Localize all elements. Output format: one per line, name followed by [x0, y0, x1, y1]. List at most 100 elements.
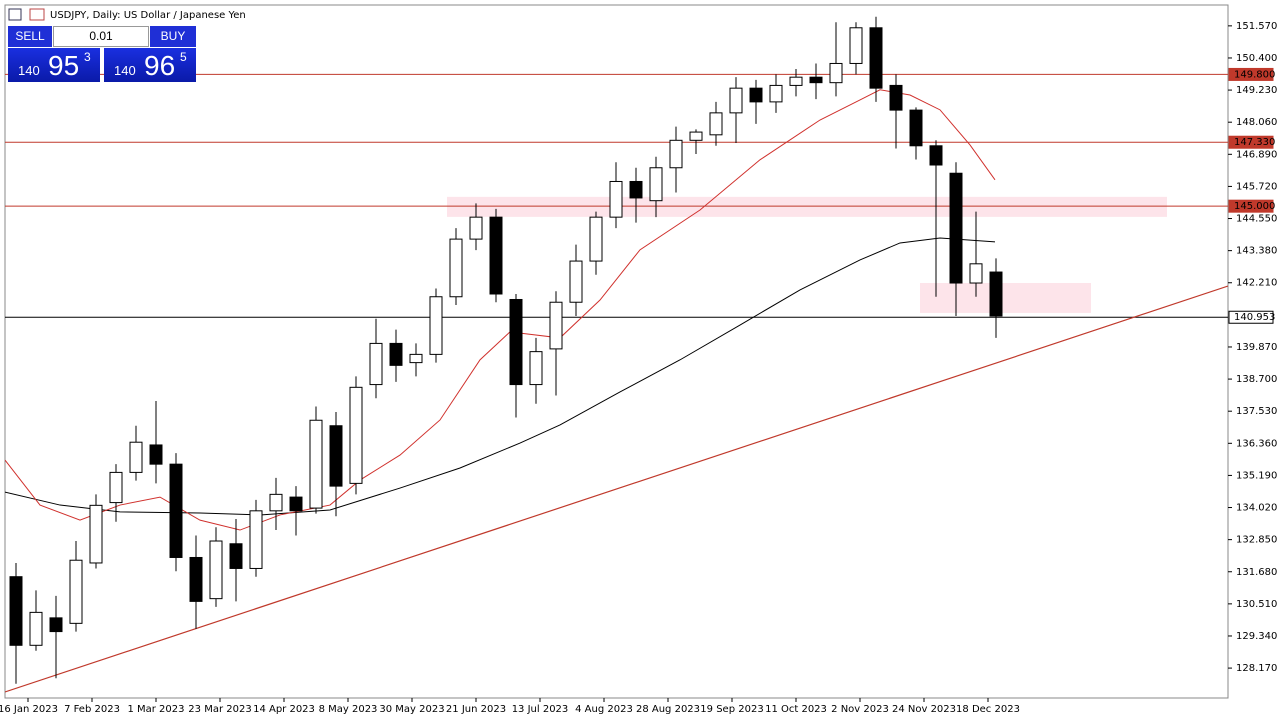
candle-body: [989, 271, 1003, 317]
x-tick-label: 13 Jul 2023: [512, 704, 569, 715]
candle-body: [569, 260, 583, 303]
candle-body: [449, 238, 463, 298]
x-tick-label: 7 Feb 2023: [64, 704, 120, 715]
y-tick-label: 135.190: [1236, 470, 1277, 481]
candle-body: [729, 87, 743, 114]
candle-body: [409, 353, 423, 364]
x-tick-label: 2 Nov 2023: [831, 704, 889, 715]
ask-main: 96: [144, 50, 176, 81]
y-tick-label: 146.890: [1236, 149, 1277, 160]
zone: [447, 196, 1167, 217]
bid-price[interactable]: 140 95 3: [8, 48, 100, 82]
volume-input[interactable]: 0.01: [53, 26, 149, 47]
y-tick-label: 134.020: [1236, 503, 1277, 514]
candle-body: [749, 87, 763, 103]
candle-body: [349, 386, 363, 484]
price-tag-label: 145.000: [1234, 201, 1275, 212]
candle-body: [869, 27, 883, 89]
candle-body: [529, 351, 543, 386]
price-tag-label: 147.330: [1234, 137, 1275, 148]
candle-body: [809, 76, 823, 84]
candle-body: [149, 444, 163, 465]
candle-body: [929, 145, 943, 166]
price-tag: [1228, 135, 1274, 149]
candle-body: [429, 296, 443, 355]
y-tick-label: 137.530: [1236, 406, 1277, 417]
candle-body: [129, 441, 143, 473]
candle-body: [389, 342, 403, 366]
bid-main: 95: [48, 50, 80, 81]
candle-body: [469, 216, 483, 240]
candle-body: [889, 84, 903, 111]
x-tick-label: 19 Sep 2023: [700, 704, 763, 715]
x-tick-label: 21 Jun 2023: [446, 704, 506, 715]
candle-body: [769, 84, 783, 103]
plot: [5, 16, 1228, 693]
symbol-header: USDJPY, Daily: US Dollar / Japanese Yen: [50, 10, 246, 21]
candle-body: [489, 216, 503, 295]
y-tick-label: 144.550: [1236, 214, 1277, 225]
y-tick-label: 143.380: [1236, 246, 1277, 257]
x-tick-label: 16 Jan 2023: [0, 704, 58, 715]
candle-body: [629, 180, 643, 199]
candle-body: [29, 611, 43, 646]
candle-body: [669, 139, 683, 169]
y-tick-label: 136.360: [1236, 438, 1277, 449]
candle-body: [369, 342, 383, 386]
candle-body: [909, 109, 923, 147]
price-tag: [1228, 199, 1274, 213]
y-tick-label: 129.340: [1236, 631, 1277, 642]
candle-body: [69, 559, 83, 624]
y-tick-label: 150.400: [1236, 53, 1277, 64]
candle-body: [109, 471, 123, 504]
candle-body: [189, 556, 203, 602]
candle-body: [849, 27, 863, 64]
x-tick-label: 23 Mar 2023: [188, 704, 251, 715]
price-tag-label: 149.800: [1234, 69, 1275, 80]
bid-big: 140: [18, 63, 40, 78]
sell-button[interactable]: SELL: [8, 26, 52, 47]
buy-button[interactable]: BUY: [150, 26, 196, 47]
y-tick-label: 148.060: [1236, 117, 1277, 128]
candle-body: [309, 419, 323, 509]
y-tick-label: 138.700: [1236, 374, 1277, 385]
candle-body: [289, 496, 303, 512]
price-tag: [1228, 310, 1274, 324]
candle-body: [169, 463, 183, 558]
price-tag-label: 140.953: [1234, 312, 1275, 323]
moving-average: [5, 89, 996, 531]
x-tick-label: 30 May 2023: [379, 704, 444, 715]
x-tick-label: 24 Nov 2023: [892, 704, 956, 715]
icon: [29, 8, 45, 21]
ask-price[interactable]: 140 96 5: [104, 48, 196, 82]
bid-small: 3: [84, 50, 91, 64]
candle-body: [789, 76, 803, 86]
y-tick-label: 132.850: [1236, 535, 1277, 546]
x-tick-label: 8 May 2023: [319, 704, 378, 715]
candle-body: [209, 540, 223, 600]
candle-body: [49, 617, 63, 633]
x-tick-label: 4 Aug 2023: [575, 704, 633, 715]
candle-body: [609, 180, 623, 218]
trade-panel: SELL 0.01 BUY 140 95 3 140 96 5: [8, 26, 196, 83]
price-tag: [1228, 67, 1274, 81]
candle-body: [269, 493, 283, 512]
y-tick-label: 149.230: [1236, 85, 1277, 96]
y-tick-label: 145.720: [1236, 181, 1277, 192]
candle-body: [249, 510, 263, 569]
candle-body: [329, 425, 343, 487]
candle-body: [589, 216, 603, 262]
candle-body: [709, 112, 723, 136]
x-tick-label: 28 Aug 2023: [636, 704, 700, 715]
plot-frame: [4, 4, 1229, 699]
candle-body: [649, 167, 663, 202]
x-tick-label: 14 Apr 2023: [253, 704, 315, 715]
candle-body: [549, 301, 563, 350]
zone: [920, 283, 1091, 313]
candle-body: [689, 131, 703, 141]
ask-small: 5: [180, 50, 187, 64]
candle-body: [89, 504, 103, 564]
y-tick-label: 131.680: [1236, 567, 1277, 578]
